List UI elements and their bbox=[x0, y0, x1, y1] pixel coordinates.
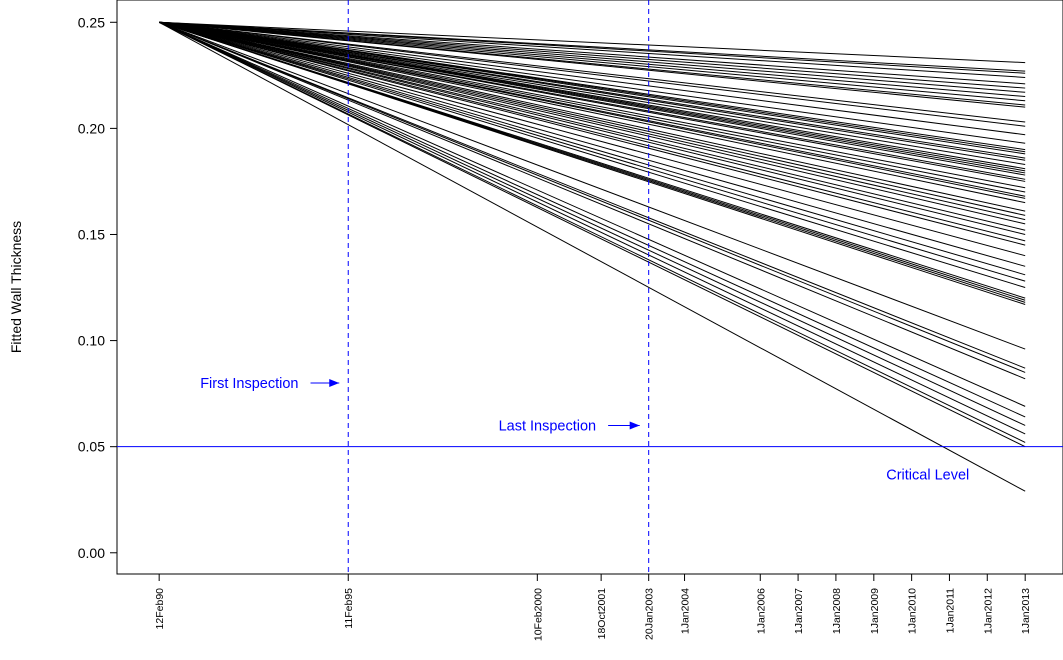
series-layer bbox=[158, 21, 1026, 492]
series-line-7 bbox=[159, 21, 1026, 93]
series-line-57 bbox=[158, 21, 1026, 435]
series-line-28 bbox=[159, 21, 1026, 189]
series-line-43 bbox=[159, 21, 1026, 276]
x-tick-label: 20Jan2003 bbox=[644, 588, 656, 640]
series-line-59 bbox=[158, 21, 1026, 448]
series-line-54 bbox=[158, 21, 1026, 407]
series-line-18 bbox=[159, 21, 1026, 155]
reference-lines bbox=[117, 0, 1063, 574]
series-line-40 bbox=[159, 21, 1026, 246]
series-line-14 bbox=[159, 21, 1026, 136]
series-line-49 bbox=[159, 21, 1026, 305]
series-line-53 bbox=[158, 21, 1026, 380]
x-tick-label: 1Jan2008 bbox=[831, 588, 843, 634]
series-line-4 bbox=[159, 21, 1026, 78]
series-line-41 bbox=[159, 21, 1026, 257]
series-line-45 bbox=[159, 21, 1026, 289]
series-line-35 bbox=[159, 21, 1026, 221]
x-tick-label: 12Feb90 bbox=[154, 588, 166, 630]
y-tick-label: 0.10 bbox=[78, 333, 105, 349]
series-line-27 bbox=[159, 21, 1026, 182]
series-line-8 bbox=[159, 21, 1026, 98]
y-axis-label: Fitted Wall Thickness bbox=[8, 221, 24, 353]
series-line-50 bbox=[158, 21, 1026, 350]
series-line-15 bbox=[159, 21, 1026, 144]
series-line-25 bbox=[159, 21, 1026, 176]
series-line-29 bbox=[159, 21, 1026, 193]
critical-level-label: Critical Level bbox=[886, 467, 969, 483]
series-line-60 bbox=[158, 21, 1026, 492]
last-inspection-label: Last Inspection bbox=[499, 418, 597, 434]
series-line-38 bbox=[159, 21, 1026, 235]
x-axis: 12Feb90 11Feb95 10Feb2000 18Oct2001 20Jan200… bbox=[154, 574, 1032, 641]
plot-frame bbox=[116, 0, 1063, 575]
series-line-58 bbox=[158, 21, 1026, 443]
first-inspection-arrowhead bbox=[329, 379, 340, 388]
series-line-6 bbox=[159, 21, 1026, 89]
x-tick-label: 1Jan2012 bbox=[982, 588, 994, 634]
series-line-33 bbox=[159, 21, 1026, 212]
x-tick-label: 11Feb95 bbox=[343, 588, 355, 629]
series-line-21 bbox=[159, 21, 1026, 165]
series-line-20 bbox=[159, 21, 1026, 161]
y-tick-label: 0.25 bbox=[78, 14, 105, 30]
x-tick-label: 1Jan2004 bbox=[680, 588, 692, 634]
series-line-5 bbox=[159, 21, 1026, 85]
series-line-44 bbox=[159, 21, 1026, 282]
y-tick-label: 0.20 bbox=[78, 120, 105, 136]
series-line-51 bbox=[158, 21, 1026, 369]
series-line-11 bbox=[159, 21, 1026, 108]
y-tick-label: 0.15 bbox=[78, 226, 105, 242]
x-tick-label: 1Jan2006 bbox=[755, 588, 767, 634]
x-tick-label: 1Jan2009 bbox=[869, 588, 881, 634]
x-tick-label: 1Jan2011 bbox=[944, 588, 956, 634]
x-tick-label: 10Feb2000 bbox=[532, 588, 544, 641]
y-tick-label: 0.00 bbox=[78, 545, 105, 561]
series-line-52 bbox=[158, 21, 1026, 373]
series-line-37 bbox=[159, 21, 1026, 231]
series-line-3 bbox=[159, 21, 1026, 74]
x-tick-label: 18Oct2001 bbox=[596, 588, 608, 640]
series-line-36 bbox=[159, 21, 1026, 225]
series-line-39 bbox=[159, 21, 1026, 242]
series-line-32 bbox=[159, 21, 1026, 204]
x-tick-label: 1Jan2013 bbox=[1020, 588, 1032, 634]
series-line-12 bbox=[159, 21, 1026, 123]
series-line-13 bbox=[159, 21, 1026, 127]
y-axis: 0.00 0.05 0.10 0.15 0.20 0.25 bbox=[78, 14, 117, 561]
annotations: Critical Level First Inspection Last Inspe… bbox=[200, 376, 969, 483]
series-line-9 bbox=[159, 21, 1026, 102]
y-tick-label: 0.05 bbox=[78, 439, 105, 455]
series-line-31 bbox=[159, 21, 1026, 199]
series-line-1 bbox=[159, 21, 1026, 64]
series-line-56 bbox=[158, 21, 1026, 426]
series-line-42 bbox=[159, 21, 1026, 267]
first-inspection-label: First Inspection bbox=[200, 376, 298, 392]
series-line-34 bbox=[159, 21, 1026, 216]
x-tick-label: 1Jan2010 bbox=[907, 588, 919, 634]
last-inspection-arrowhead bbox=[629, 421, 640, 430]
x-tick-label: 1Jan2007 bbox=[793, 588, 805, 634]
series-line-55 bbox=[158, 21, 1026, 418]
